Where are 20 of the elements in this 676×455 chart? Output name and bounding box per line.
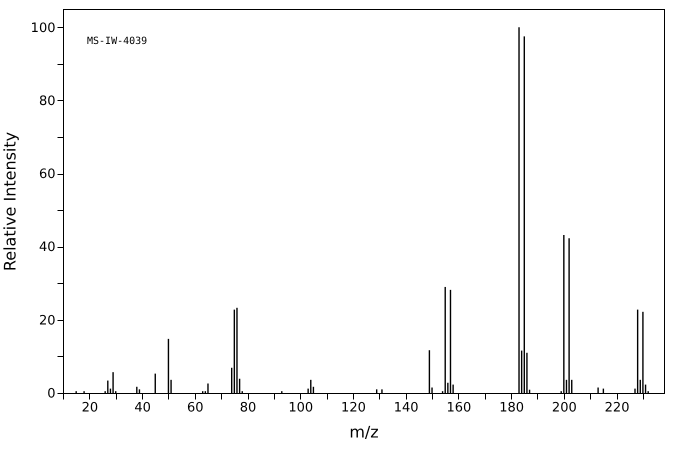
y-tick-label: 20 [38, 313, 56, 328]
x-tick-label: 200 [552, 400, 577, 416]
y-axis-title: Relative Intensity [0, 132, 20, 272]
x-tick-label: 40 [134, 400, 151, 416]
x-tick-label: 80 [240, 400, 256, 416]
x-tick-label: 120 [341, 400, 366, 416]
annotation: MS-IW-4039 [87, 36, 148, 47]
y-tick-label: 0 [47, 386, 56, 402]
x-tick-label: 180 [499, 400, 524, 416]
x-tick-label: 220 [604, 400, 630, 416]
x-axis-title: m/z [349, 422, 379, 442]
y-tick-label: 100 [30, 20, 56, 36]
y-tick-label: 40 [38, 240, 56, 256]
y-tick-label: 80 [38, 94, 56, 109]
x-tick-label: 140 [394, 400, 419, 416]
x-tick-label: 160 [446, 400, 472, 416]
y-tick-label: 60 [38, 167, 56, 182]
x-tick-label: 100 [288, 400, 314, 416]
x-tick-label: 20 [82, 400, 98, 416]
x-tick-label: 60 [187, 400, 204, 416]
